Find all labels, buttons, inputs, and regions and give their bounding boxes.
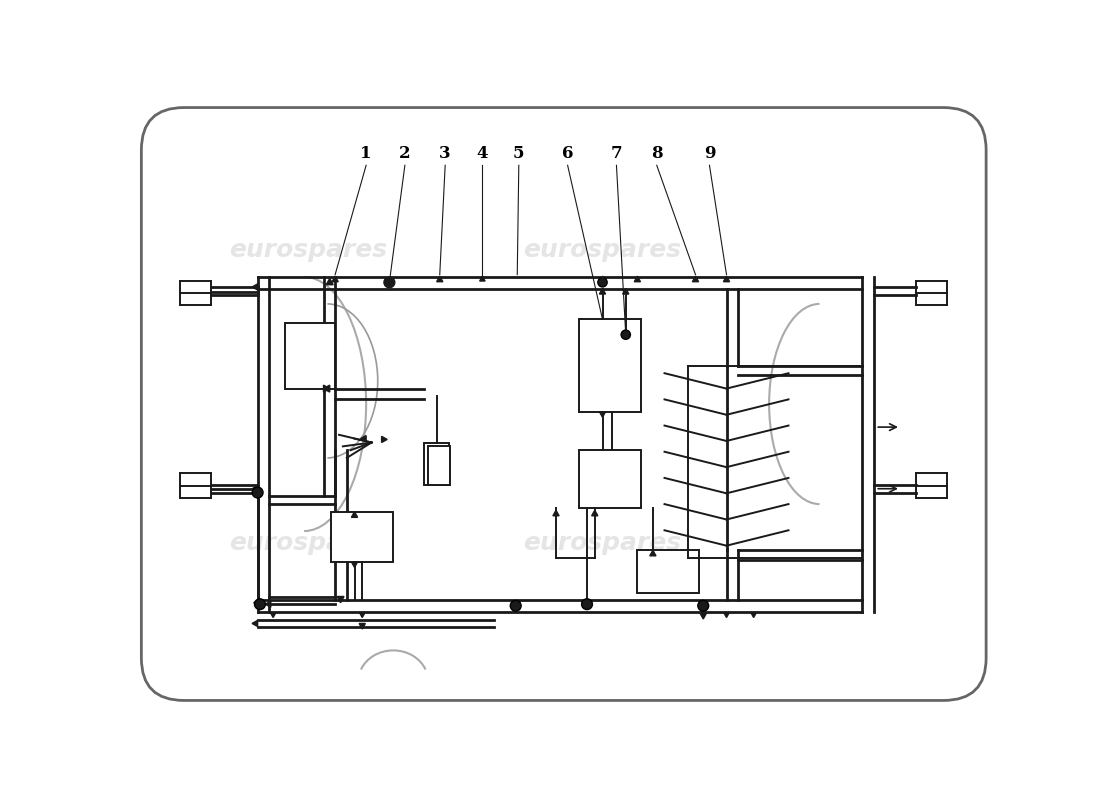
Polygon shape bbox=[724, 276, 729, 282]
Text: 9: 9 bbox=[704, 146, 715, 162]
Polygon shape bbox=[265, 601, 271, 607]
Polygon shape bbox=[600, 412, 606, 418]
Bar bbox=[580, 319, 641, 412]
Polygon shape bbox=[361, 435, 366, 442]
Text: 6: 6 bbox=[562, 146, 573, 162]
Text: 4: 4 bbox=[476, 146, 488, 162]
Circle shape bbox=[598, 278, 607, 287]
Polygon shape bbox=[327, 278, 333, 285]
Bar bbox=[580, 450, 641, 508]
Bar bbox=[285, 323, 336, 389]
Polygon shape bbox=[635, 276, 640, 282]
Circle shape bbox=[582, 599, 593, 610]
Polygon shape bbox=[592, 510, 598, 516]
Polygon shape bbox=[323, 385, 330, 392]
Polygon shape bbox=[382, 436, 387, 442]
Polygon shape bbox=[692, 276, 698, 282]
Polygon shape bbox=[252, 283, 258, 290]
Bar bbox=[425, 442, 449, 485]
Text: 3: 3 bbox=[439, 146, 451, 162]
Bar bbox=[637, 550, 700, 593]
Polygon shape bbox=[650, 550, 656, 556]
Polygon shape bbox=[351, 562, 358, 567]
Circle shape bbox=[384, 277, 395, 288]
Circle shape bbox=[621, 330, 630, 339]
Polygon shape bbox=[252, 486, 258, 492]
Polygon shape bbox=[480, 276, 485, 281]
Text: eurospares: eurospares bbox=[524, 530, 682, 554]
Text: eurospares: eurospares bbox=[229, 530, 387, 554]
Text: eurospares: eurospares bbox=[524, 238, 682, 262]
Circle shape bbox=[697, 600, 708, 611]
Polygon shape bbox=[323, 385, 330, 392]
Polygon shape bbox=[351, 512, 358, 518]
Polygon shape bbox=[332, 276, 338, 282]
Polygon shape bbox=[337, 597, 344, 602]
Polygon shape bbox=[751, 613, 757, 618]
Text: 8: 8 bbox=[651, 146, 662, 162]
Polygon shape bbox=[700, 614, 706, 619]
Polygon shape bbox=[623, 289, 629, 294]
Polygon shape bbox=[724, 613, 729, 618]
Text: eurospares: eurospares bbox=[229, 238, 387, 262]
Text: 1: 1 bbox=[361, 146, 372, 162]
Text: 5: 5 bbox=[513, 146, 525, 162]
Polygon shape bbox=[252, 620, 257, 626]
Text: 2: 2 bbox=[399, 146, 410, 162]
Bar bbox=[331, 512, 394, 562]
Polygon shape bbox=[437, 276, 443, 282]
Polygon shape bbox=[600, 276, 606, 282]
Circle shape bbox=[254, 599, 265, 610]
FancyBboxPatch shape bbox=[142, 107, 986, 701]
Bar bbox=[428, 446, 450, 485]
Circle shape bbox=[252, 487, 263, 498]
Polygon shape bbox=[271, 613, 276, 618]
Polygon shape bbox=[553, 510, 559, 516]
Polygon shape bbox=[359, 623, 365, 629]
Circle shape bbox=[510, 600, 521, 611]
Polygon shape bbox=[600, 289, 606, 294]
Text: 7: 7 bbox=[610, 146, 623, 162]
Polygon shape bbox=[360, 613, 365, 618]
Polygon shape bbox=[254, 599, 260, 606]
